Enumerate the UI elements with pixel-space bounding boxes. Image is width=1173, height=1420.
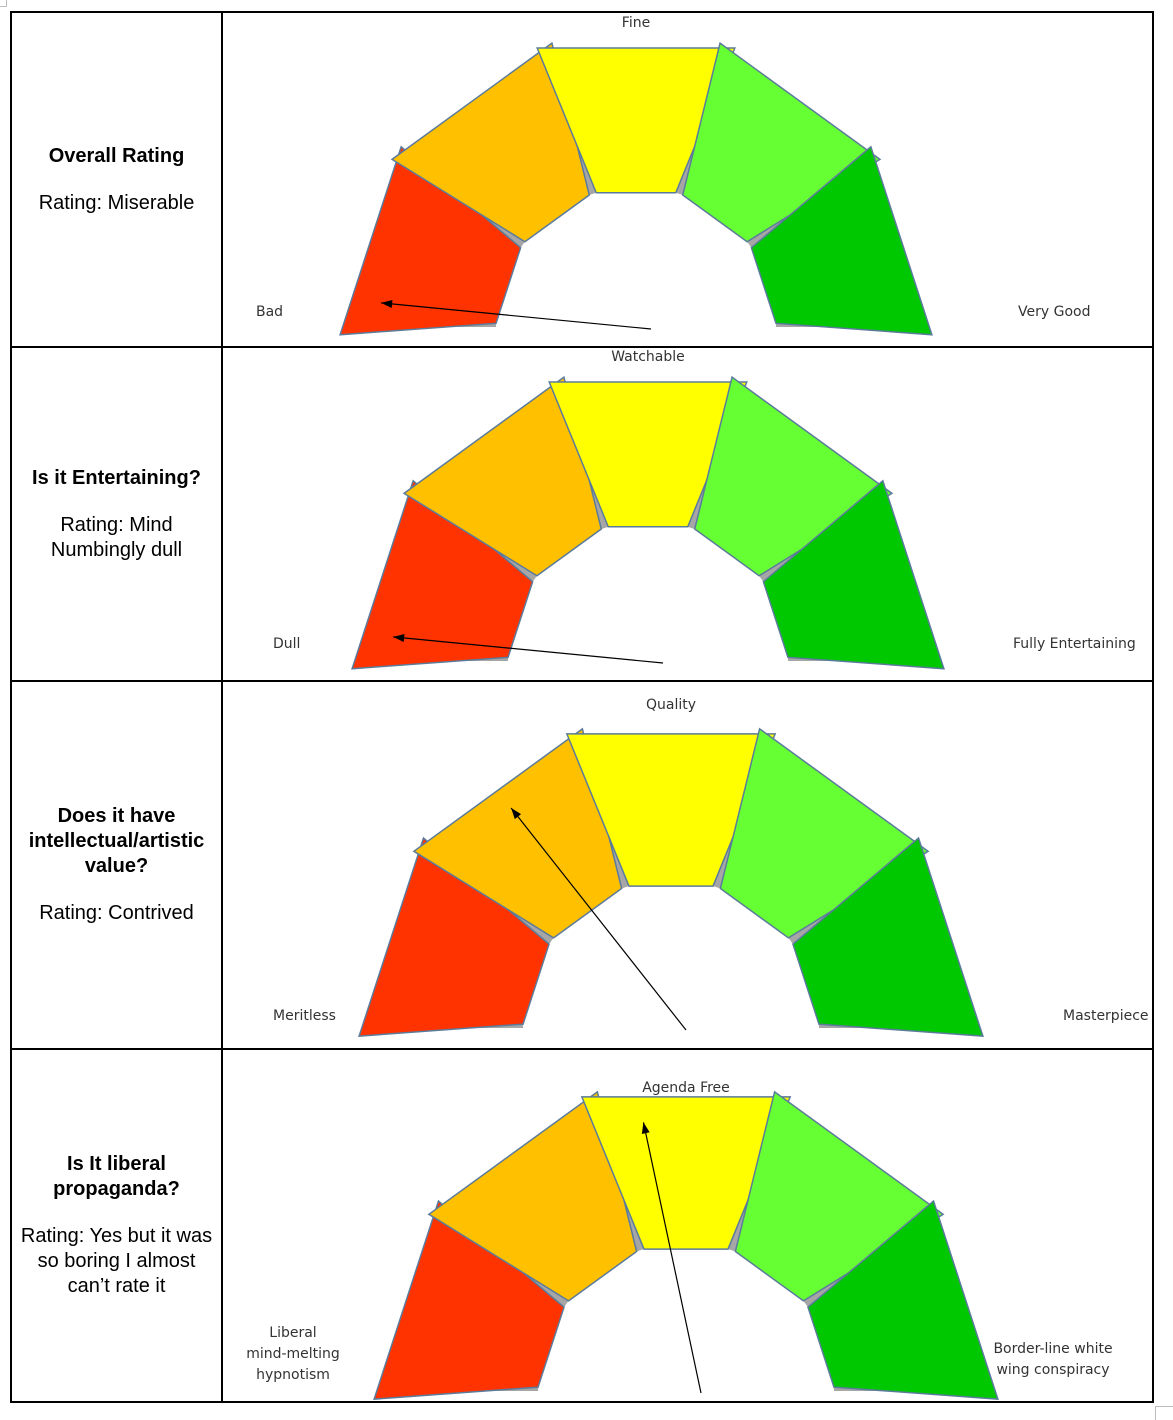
rating-text: Rating: Mind Numbingly dull	[50, 513, 183, 561]
question-title: Is It liberal propaganda?	[53, 1153, 180, 1200]
gauge-low-label: Bad	[256, 304, 283, 320]
gauge-band-5	[807, 1199, 999, 1400]
question-cell: Is it Entertaining? Rating: Mind Numbing…	[10, 346, 223, 682]
rating-row-propaganda: Is It liberal propaganda? Rating: Yes bu…	[10, 1048, 1154, 1403]
gauge-low-label: Liberal mind-melting hypnotism	[246, 1325, 340, 1383]
gauge-high-label-line: wing conspiracy	[996, 1362, 1109, 1378]
gauge-mid-label: Agenda Free	[642, 1080, 730, 1096]
question-title: Overall Rating	[48, 144, 185, 167]
gauge-band-1	[373, 1199, 565, 1400]
gauge-high-label-line: Border-line white	[993, 1341, 1112, 1357]
page-corner-mark-top-left-v	[6, 0, 7, 7]
gauge-cell: Quality Meritless Masterpiece	[221, 680, 1154, 1050]
rating-text: Rating: Contrived	[39, 902, 194, 924]
question-cell: Does it have intellectual/artistic value…	[10, 680, 223, 1050]
gauge-band-4	[734, 1090, 945, 1302]
page-corner-mark-top-left	[0, 6, 6, 7]
rating-row-artistic-value: Does it have intellectual/artistic value…	[10, 680, 1154, 1050]
gauge-high-label: Very Good	[1018, 304, 1090, 320]
gauge-low-label-line: hypnotism	[256, 1367, 330, 1383]
gauge-cell: Watchable Dull Fully Entertaining	[221, 346, 1154, 682]
question-cell: Overall Rating Rating: Miserable	[10, 11, 223, 348]
question-title: Does it have intellectual/artistic value…	[28, 805, 205, 877]
gauge-band-3	[536, 46, 736, 194]
gauge-mid-label: Watchable	[611, 349, 685, 365]
gauge-band-2	[412, 727, 623, 939]
page-corner-mark-bottom-right	[1155, 1406, 1173, 1407]
rating-gauge: Agenda Free Liberal mind-melting hypnotism B…	[246, 1080, 1113, 1400]
gauge-band-3	[565, 732, 777, 887]
rating-table: Overall Rating Rating: Miserable Fine Bad…	[10, 11, 1154, 1403]
rating-text: Rating: Miserable	[38, 191, 195, 214]
question-cell: Is It liberal propaganda? Rating: Yes bu…	[10, 1048, 223, 1403]
gauge-band-1	[358, 836, 550, 1037]
gauge-needle-arrowhead	[381, 299, 393, 308]
gauge-band-2	[402, 375, 603, 577]
gauge-low-label: Dull	[273, 636, 300, 652]
gauge-band-1	[339, 145, 522, 336]
gauge-high-label: Masterpiece	[1063, 1008, 1149, 1024]
question-title: Is it Entertaining?	[32, 466, 201, 489]
gauge-band-4	[693, 375, 894, 577]
gauge-needle	[381, 301, 652, 330]
gauge-band-2	[390, 41, 591, 243]
gauge-low-label-line: mind-melting	[246, 1346, 340, 1362]
rating-gauge: Quality Meritless Masterpiece	[273, 697, 1149, 1037]
gauge-needle	[642, 1121, 702, 1393]
rating-gauge: Fine Bad Very Good	[256, 15, 1090, 336]
gauge-band-4	[681, 41, 882, 243]
gauge-low-label-line: Liberal	[269, 1325, 316, 1341]
rating-row-overall: Overall Rating Rating: Miserable Fine Bad…	[10, 11, 1154, 348]
gauge-band-3	[580, 1095, 792, 1250]
gauge-band-4	[719, 727, 930, 939]
gauge-cell: Agenda Free Liberal mind-melting hypnotism B…	[221, 1048, 1154, 1403]
gauge-cell: Fine Bad Very Good	[221, 11, 1154, 348]
gauge-high-label: Border-line white wing conspiracy	[993, 1341, 1112, 1378]
gauge-needle-arrowhead	[511, 807, 522, 819]
gauge-needle-arrowhead	[641, 1121, 650, 1134]
gauge-needle-arrowhead	[393, 633, 405, 642]
rating-row-entertaining: Is it Entertaining? Rating: Mind Numbing…	[10, 346, 1154, 682]
gauge-mid-label: Fine	[622, 15, 650, 31]
rating-text: Rating: Yes but it was so boring I almos…	[20, 1225, 213, 1297]
page-corner-mark-bottom-right-v	[1155, 1406, 1156, 1420]
gauge-mid-label: Quality	[646, 697, 696, 713]
gauge-band-2	[427, 1090, 638, 1302]
gauge-band-3	[548, 381, 748, 528]
gauge-band-1	[351, 479, 534, 670]
gauge-needle	[393, 636, 664, 664]
rating-gauge: Watchable Dull Fully Entertaining	[273, 349, 1136, 670]
gauge-band-5	[750, 145, 933, 336]
gauge-band-5	[792, 836, 984, 1037]
gauge-band-5	[762, 479, 945, 670]
gauge-high-label: Fully Entertaining	[1013, 636, 1136, 652]
gauge-needle	[510, 807, 687, 1030]
gauge-low-label: Meritless	[273, 1008, 336, 1024]
